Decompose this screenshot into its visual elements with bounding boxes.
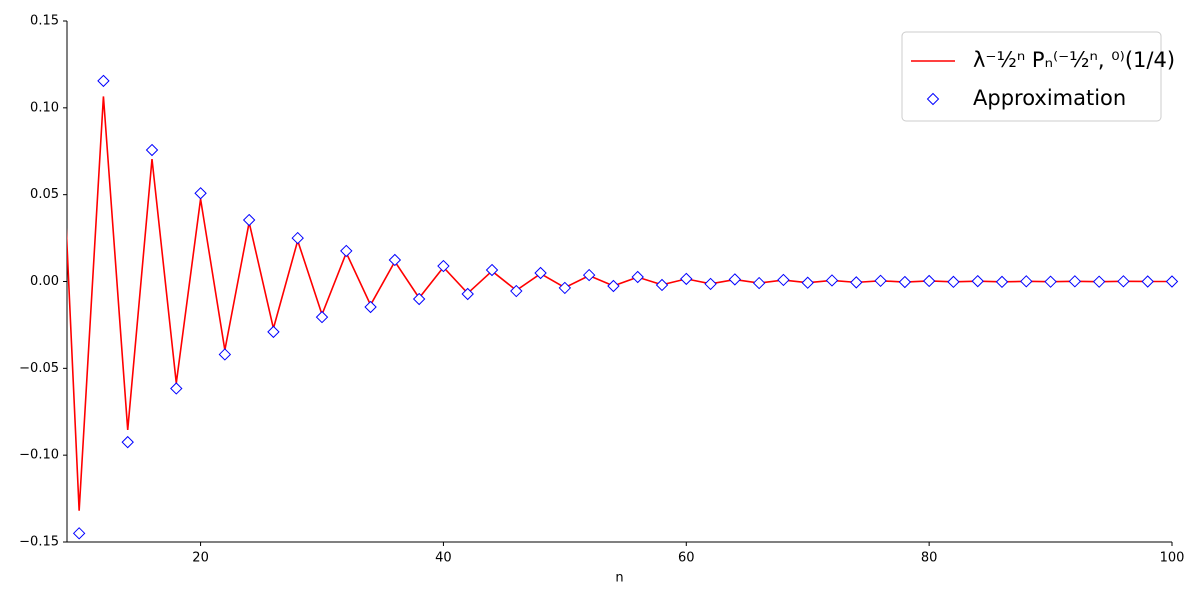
marker bbox=[242, 213, 256, 227]
marker bbox=[437, 259, 450, 273]
marker bbox=[267, 325, 280, 339]
marker bbox=[218, 348, 232, 361]
y-tick-label: 0.15 bbox=[30, 14, 59, 29]
marker bbox=[364, 300, 377, 314]
marker bbox=[1068, 275, 1082, 288]
marker bbox=[1141, 275, 1154, 288]
marker bbox=[1020, 275, 1033, 288]
marker bbox=[631, 270, 644, 284]
marker bbox=[777, 273, 790, 287]
marker bbox=[825, 274, 839, 287]
x-tick-label: 100 bbox=[1160, 551, 1185, 566]
marker bbox=[655, 278, 669, 292]
marker bbox=[874, 274, 887, 288]
marker bbox=[1117, 275, 1130, 288]
marker bbox=[145, 143, 159, 157]
marker bbox=[485, 263, 499, 277]
x-tick-label: 40 bbox=[435, 551, 452, 566]
marker bbox=[582, 268, 596, 282]
marker bbox=[947, 275, 960, 289]
marker bbox=[121, 435, 134, 449]
y-tick-label: 0.00 bbox=[30, 274, 59, 289]
legend bbox=[901, 31, 1162, 122]
y-tick-label: 0.05 bbox=[30, 187, 59, 202]
marker bbox=[898, 275, 912, 289]
marker bbox=[170, 382, 183, 395]
marker bbox=[97, 74, 110, 88]
marker bbox=[971, 274, 984, 288]
x-tick-label: 60 bbox=[678, 551, 695, 566]
marker bbox=[607, 279, 620, 293]
y-tick-label: −0.05 bbox=[19, 361, 59, 376]
marker bbox=[72, 527, 86, 540]
x-tick-label: 20 bbox=[192, 551, 209, 566]
marker bbox=[1165, 275, 1179, 288]
marker bbox=[558, 281, 572, 295]
marker bbox=[412, 292, 426, 306]
marker bbox=[752, 276, 766, 290]
x-tick-label: 80 bbox=[921, 551, 938, 566]
legend-swatch bbox=[926, 92, 940, 106]
y-tick-label: −0.10 bbox=[19, 448, 59, 463]
y-tick-label: 0.10 bbox=[30, 100, 59, 115]
marker bbox=[340, 244, 353, 258]
marker bbox=[801, 276, 814, 289]
marker bbox=[1092, 275, 1106, 288]
marker bbox=[995, 275, 1009, 289]
y-tick-label: −0.15 bbox=[19, 535, 59, 550]
marker bbox=[461, 287, 474, 301]
marker bbox=[534, 266, 547, 280]
marker bbox=[728, 273, 742, 286]
marker bbox=[922, 274, 936, 288]
marker bbox=[680, 272, 693, 286]
marker bbox=[315, 310, 329, 324]
marker bbox=[510, 284, 523, 298]
legend-label: Approximation bbox=[973, 86, 1126, 110]
marker bbox=[1044, 275, 1057, 288]
marker bbox=[291, 231, 304, 245]
marker bbox=[388, 253, 402, 267]
x-axis-label: n bbox=[615, 571, 623, 586]
marker bbox=[850, 276, 863, 289]
legend-label: λ⁻½ⁿ Pₙ⁽⁻½ⁿ, ⁰⁾(1/4) bbox=[973, 48, 1175, 72]
marker bbox=[194, 187, 207, 200]
marker bbox=[704, 277, 717, 291]
